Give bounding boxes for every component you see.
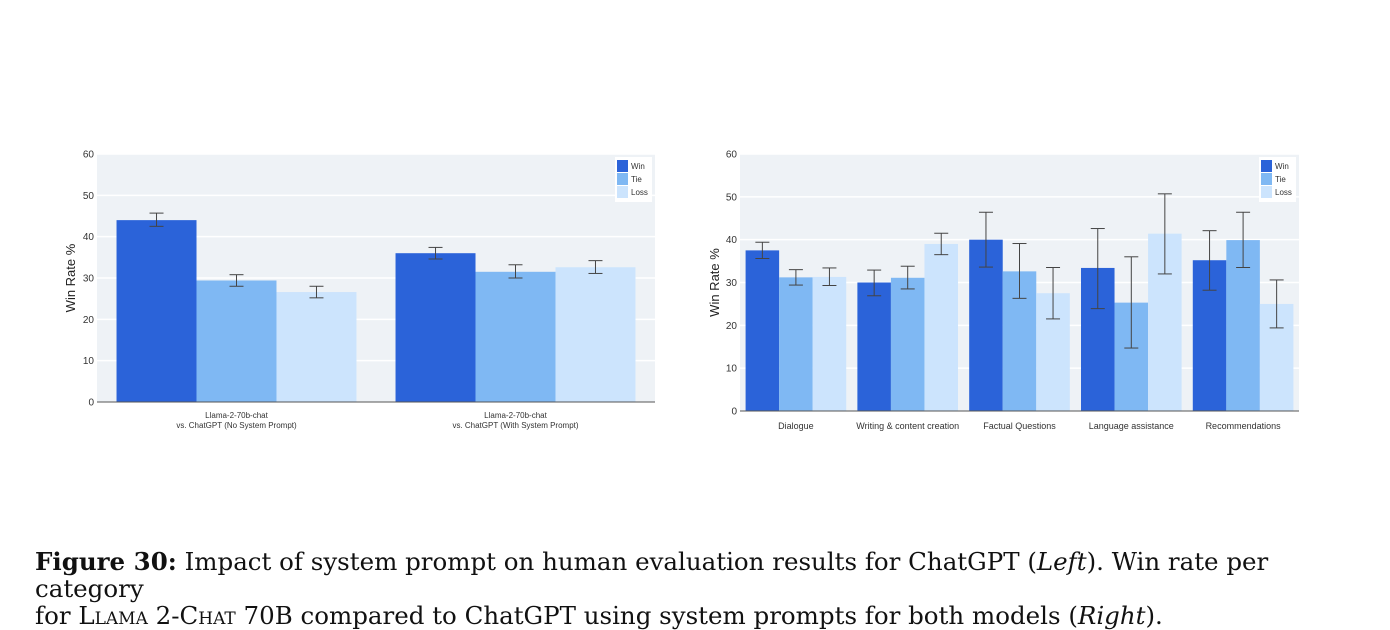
caption-model-name: Llama 2-Chat [78,601,236,630]
bar-win [116,220,197,402]
y-axis-label: Win Rate % [63,243,78,312]
figure-caption: Figure 30: Impact of system prompt on hu… [35,548,1365,629]
y-tick-label: 10 [83,356,95,367]
bar-win [395,253,476,402]
x-tick-label: Writing & content creation [856,421,959,431]
y-tick-label: 40 [726,235,738,246]
bar-tie [890,277,925,411]
x-tick-label: Factual Questions [983,421,1056,431]
bar-tie [1226,240,1260,411]
x-tick-label: vs. ChatGPT (With System Prompt) [452,421,578,430]
legend-label: Win [631,162,645,171]
legend-label: Loss [1275,188,1292,197]
y-tick-label: 50 [83,191,95,202]
legend-label: Tie [631,175,642,184]
y-tick-label: 20 [726,321,738,332]
caption-right: Right [1077,601,1146,630]
y-tick-label: 20 [83,315,95,326]
bar-tie [196,280,277,402]
legend-label: Loss [631,188,648,197]
bar-win [745,250,780,411]
y-tick-label: 10 [726,364,738,375]
x-tick-label: Recommendations [1206,421,1282,431]
x-tick-label: Llama-2-70b-chat [205,411,268,420]
bar-loss [555,267,636,402]
bar-loss [924,243,959,411]
bar-loss [276,292,357,402]
bar-win [969,239,1003,411]
caption-text-2: ). Win rate per category [35,547,1269,603]
x-tick-label: Llama-2-70b-chat [484,411,547,420]
y-tick-label: 60 [83,150,95,161]
legend-swatch [617,186,628,198]
y-tick-label: 50 [726,192,738,203]
y-axis-label: Win Rate % [707,248,722,317]
caption-text-5: ). [1145,601,1163,630]
caption-text-3: for [35,601,79,630]
bar-loss [812,276,847,411]
y-tick-label: 30 [83,274,95,285]
x-tick-label: Language assistance [1089,421,1174,431]
legend-label: Tie [1275,175,1286,184]
y-tick-label: 60 [726,150,738,161]
legend-swatch [617,173,628,185]
caption-text-1: Impact of system prompt on human evaluat… [176,547,1037,576]
x-tick-label: vs. ChatGPT (No System Prompt) [176,421,297,430]
x-tick-label: Dialogue [778,421,814,431]
legend-label: Win [1275,162,1289,171]
bar-tie [475,271,556,402]
right-chart: 0 10 20 30 40 50 60 Dialogue Writing & content c… [707,150,1299,431]
legend-swatch [1261,160,1272,172]
y-tick-label: 40 [83,232,95,243]
caption-text-4: 70B compared to ChatGPT using system pro… [235,601,1078,630]
bar-win [857,282,891,411]
caption-left: Left [1036,547,1087,576]
y-tick-label: 0 [731,407,737,418]
legend-swatch [617,160,628,172]
bar-tie [779,277,813,411]
legend-swatch [1261,173,1272,185]
legend-swatch [1261,186,1272,198]
caption-label: Figure 30: [35,547,177,576]
y-tick-label: 0 [88,398,94,409]
y-tick-label: 30 [726,278,738,289]
